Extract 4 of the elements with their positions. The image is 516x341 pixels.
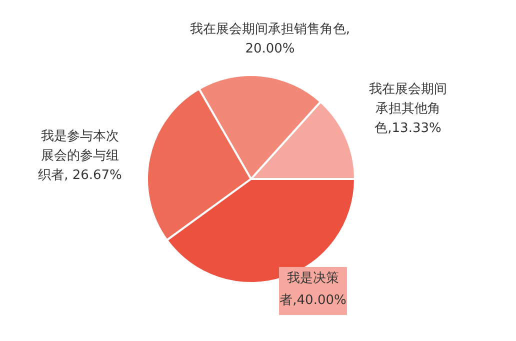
slice-label: 我是参与本次展会的参与组织者, 26.67% bbox=[38, 129, 122, 183]
slice-label: 我在展会期间承担其他角色,13.33% bbox=[369, 82, 447, 136]
slice-label: 我是决策者,40.00% bbox=[280, 271, 346, 308]
slice-label: 我在展会期间承担销售角色,20.00% bbox=[190, 22, 350, 56]
